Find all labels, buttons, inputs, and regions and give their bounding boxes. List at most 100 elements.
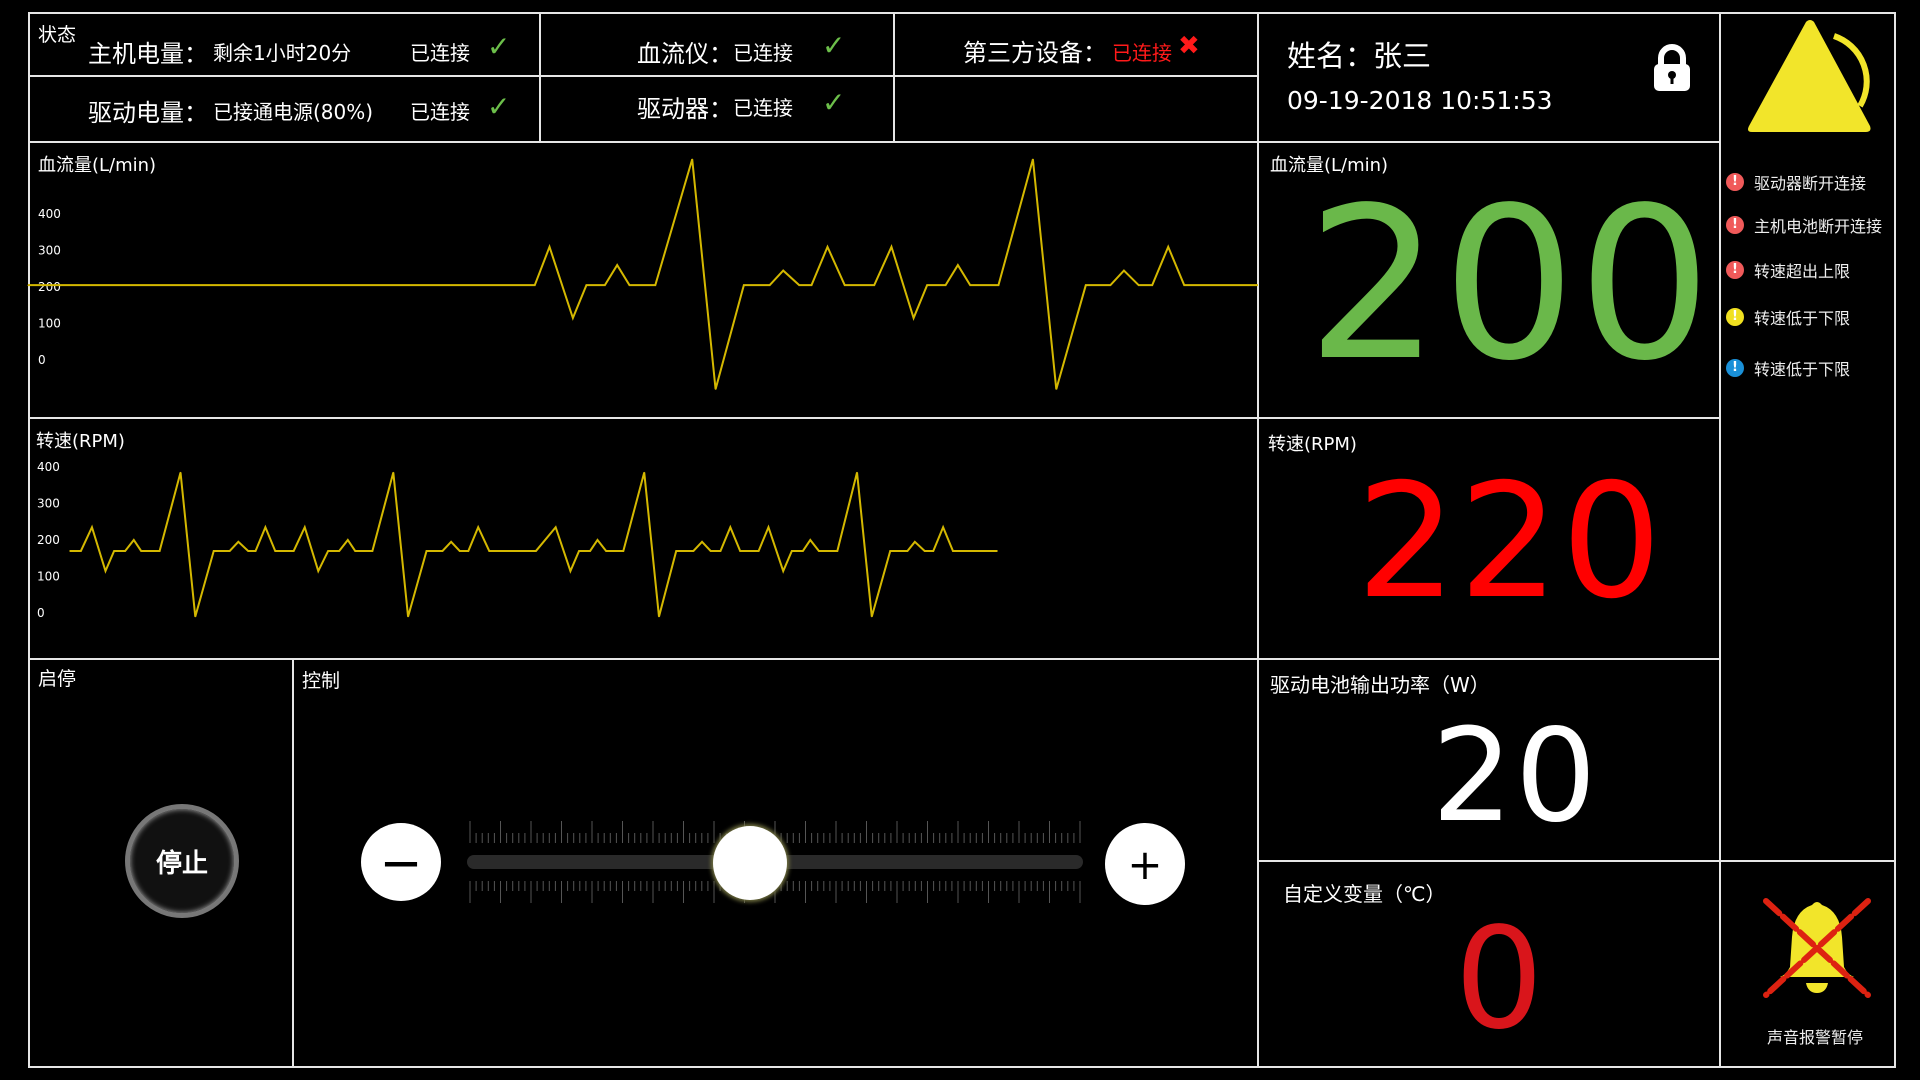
flow-chart-title: 血流量(L/min) bbox=[38, 155, 157, 176]
data-point bbox=[569, 570, 572, 572]
data-point bbox=[1123, 269, 1125, 272]
data-point bbox=[729, 526, 731, 528]
data-point bbox=[1055, 388, 1057, 390]
data-point bbox=[710, 550, 712, 552]
data-point bbox=[425, 550, 428, 552]
y-tick-label: 100 bbox=[37, 570, 60, 584]
data-point bbox=[247, 550, 249, 552]
increase-button[interactable]: + bbox=[1105, 823, 1185, 905]
data-point bbox=[392, 471, 394, 474]
data-point bbox=[229, 550, 231, 552]
flow-chart: 400 300 200 100 0 bbox=[27, 158, 1258, 390]
data-point bbox=[969, 284, 971, 286]
rpm-readout-label: 转速(RPM) bbox=[1268, 434, 1357, 455]
cross-icon: ✖ bbox=[1178, 31, 1200, 61]
slider-thumb[interactable] bbox=[713, 826, 788, 900]
data-point bbox=[578, 550, 580, 552]
alarm-text: 转速低于下限 bbox=[1754, 360, 1851, 379]
data-point bbox=[304, 526, 306, 528]
flow-readout-value: 200 bbox=[1306, 162, 1714, 407]
third-party-status: 已连接 bbox=[1112, 41, 1172, 65]
data-point bbox=[802, 550, 804, 552]
data-point bbox=[767, 526, 770, 528]
data-point bbox=[871, 616, 873, 618]
data-point bbox=[944, 284, 947, 286]
alert-icon: ! bbox=[1726, 261, 1744, 279]
name-label: 姓名： bbox=[1287, 39, 1375, 73]
data-point bbox=[719, 550, 722, 552]
data-point bbox=[69, 550, 71, 552]
data-point bbox=[1085, 284, 1087, 286]
decrease-button[interactable]: — bbox=[361, 823, 441, 901]
data-point bbox=[836, 550, 838, 552]
data-point bbox=[914, 541, 916, 543]
data-point bbox=[1151, 284, 1153, 286]
data-point bbox=[596, 539, 599, 541]
y-tick-label: 300 bbox=[37, 497, 60, 511]
data-point bbox=[179, 471, 182, 474]
custom-readout-label: 自定义变量（℃） bbox=[1283, 882, 1446, 906]
data-point bbox=[798, 284, 800, 286]
drive-battery-value: 已接通电源(80%) bbox=[213, 100, 374, 124]
data-point bbox=[952, 550, 954, 552]
series-line bbox=[28, 158, 1258, 390]
alarm-item: ! 主机电池断开连接 bbox=[1726, 213, 1882, 237]
data-point bbox=[691, 158, 693, 160]
data-point bbox=[997, 284, 1000, 286]
data-point bbox=[1183, 284, 1185, 286]
data-point bbox=[140, 550, 142, 552]
data-point bbox=[739, 550, 741, 552]
data-point bbox=[818, 550, 820, 552]
data-point bbox=[1032, 158, 1034, 160]
data-point bbox=[534, 284, 536, 286]
data-point bbox=[254, 550, 257, 552]
data-point bbox=[844, 284, 846, 286]
data-point bbox=[628, 284, 631, 286]
data-point bbox=[585, 284, 588, 286]
data-point bbox=[194, 616, 196, 618]
rpm-chart: 400 300 200 100 0 bbox=[37, 460, 998, 620]
data-point bbox=[488, 550, 490, 552]
data-point bbox=[873, 284, 875, 286]
series-line bbox=[69, 472, 998, 617]
driver-status: 已连接 bbox=[733, 96, 793, 120]
check-icon: ✓ bbox=[487, 30, 511, 63]
data-point bbox=[782, 269, 784, 272]
data-point bbox=[450, 541, 452, 543]
data-point bbox=[535, 550, 537, 552]
data-point bbox=[924, 550, 926, 552]
data-point bbox=[264, 526, 266, 528]
data-point bbox=[889, 550, 891, 552]
data-point bbox=[714, 388, 717, 390]
driver-label: 驱动器： bbox=[637, 95, 733, 123]
host-battery-label: 主机电量： bbox=[88, 40, 208, 68]
data-point bbox=[317, 570, 319, 572]
alarm-text: 转速超出上限 bbox=[1754, 262, 1851, 281]
y-tick-label: 200 bbox=[37, 533, 60, 547]
y-tick-label: 400 bbox=[37, 460, 60, 474]
status-title: 状态 bbox=[38, 24, 77, 46]
data-point bbox=[1257, 284, 1258, 286]
data-point bbox=[371, 550, 373, 552]
data-point bbox=[27, 284, 29, 286]
data-point bbox=[555, 526, 557, 528]
data-point bbox=[942, 526, 944, 528]
data-point bbox=[890, 246, 893, 248]
bell-muted-icon[interactable] bbox=[1762, 897, 1872, 1002]
data-point bbox=[675, 550, 677, 552]
lock-icon[interactable] bbox=[1652, 44, 1692, 92]
data-point bbox=[572, 317, 574, 319]
flow-meter-label: 血流仪： bbox=[637, 40, 733, 68]
data-point bbox=[782, 570, 784, 572]
data-point bbox=[1138, 284, 1140, 286]
rpm-chart-title: 转速(RPM) bbox=[36, 431, 125, 452]
data-point bbox=[692, 550, 695, 552]
stop-button[interactable]: 停止 bbox=[125, 804, 239, 918]
data-point bbox=[338, 550, 340, 552]
power-readout-value: 20 bbox=[1431, 702, 1599, 851]
data-point bbox=[810, 284, 813, 286]
data-point bbox=[743, 284, 745, 286]
data-point bbox=[91, 526, 93, 528]
data-point bbox=[104, 570, 107, 572]
data-point bbox=[643, 471, 645, 474]
